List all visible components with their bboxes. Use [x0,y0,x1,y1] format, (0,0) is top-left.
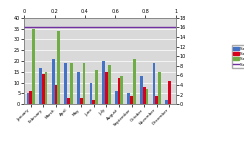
Bar [29,91,32,104]
Bar [146,89,148,104]
Bar [52,59,54,104]
Bar [39,68,42,104]
Bar [45,72,48,104]
Bar [42,74,45,104]
Bar [70,63,73,104]
Bar [168,81,171,104]
Bar [127,94,130,104]
Bar [102,61,105,104]
Bar [155,96,158,104]
Bar [133,59,136,104]
Legend: Salesman A, Salesman B, Salesman C, Sales Goal: Salesman A, Salesman B, Salesman C, Sale… [232,45,244,68]
Bar [165,100,168,104]
Bar [108,65,111,104]
Bar [130,96,133,104]
Bar [32,29,35,104]
Bar [67,98,70,104]
Bar [120,76,123,104]
Bar [158,72,161,104]
Bar [27,94,29,104]
Bar [105,72,108,104]
Bar [95,70,98,104]
Bar [90,83,92,104]
Bar [80,98,82,104]
Bar [115,91,118,104]
Bar [77,72,80,104]
Bar [54,85,57,104]
Bar [57,31,60,104]
Bar [140,76,143,104]
Bar [64,63,67,104]
Bar [82,63,85,104]
Bar [152,63,155,104]
Bar [143,87,146,104]
Bar [92,100,95,104]
Bar [118,78,120,104]
